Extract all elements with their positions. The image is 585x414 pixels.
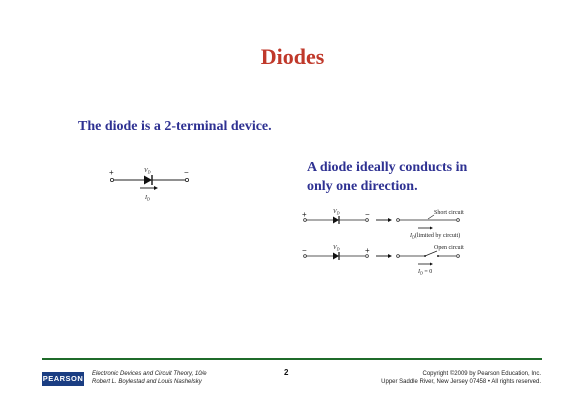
- ideal-line-2: only one direction.: [307, 179, 418, 194]
- open-switch: [424, 250, 438, 257]
- copyright: Copyright ©2009 by Pearson Education, In…: [381, 370, 541, 386]
- vd-label: VD: [144, 168, 151, 175]
- page-number: 2: [284, 368, 289, 377]
- short-circuit-label: Short circuit: [434, 210, 464, 216]
- id-label: ID: [144, 195, 150, 202]
- plus-sign: +: [365, 246, 370, 255]
- copyright-line-2: Upper Saddle River, New Jersey 07458 • A…: [381, 379, 541, 385]
- open-circuit-label: Open circuit: [434, 245, 464, 251]
- diode-triangle: [144, 175, 152, 185]
- book-authors: Robert L. Boylestad and Louis Nashelsky: [92, 379, 202, 385]
- minus-sign: −: [184, 168, 189, 177]
- footer-rule: [42, 358, 542, 360]
- vd-label: VD: [333, 209, 340, 216]
- forward-bias-figure: + − VD Short circuit ID(limited by circu…: [302, 209, 464, 240]
- terminal-anode: [109, 177, 114, 182]
- book-credit: Electronic Devices and Circuit Theory, 1…: [92, 370, 207, 386]
- minus-sign: −: [302, 246, 307, 255]
- plus-sign: +: [109, 168, 114, 177]
- book-title: Electronic Devices and Circuit Theory, 1…: [92, 371, 207, 377]
- id-limited-label: ID(limited by circuit): [409, 232, 460, 240]
- ideal-diode-text: A diode ideally conducts in only one dir…: [307, 158, 467, 196]
- diode-triangle: [333, 252, 339, 260]
- terminal-cathode: [185, 177, 190, 182]
- diode-symbol-figure: + − VD ID: [109, 168, 190, 202]
- slide-title: Diodes: [260, 44, 325, 69]
- minus-sign: −: [365, 210, 370, 219]
- reverse-bias-figure: − + VD Open circuit ID = 0: [302, 245, 464, 276]
- slide-subtitle: The diode is a 2-terminal device.: [78, 119, 272, 134]
- id-zero-label: ID = 0: [417, 269, 432, 276]
- vd-label: VD: [333, 245, 340, 252]
- copyright-line-1: Copyright ©2009 by Pearson Education, In…: [422, 371, 542, 377]
- pearson-logo: PEARSON: [42, 372, 84, 386]
- diode-triangle: [333, 216, 339, 224]
- ideal-line-1: A diode ideally conducts in: [307, 160, 468, 175]
- plus-sign: +: [302, 210, 307, 219]
